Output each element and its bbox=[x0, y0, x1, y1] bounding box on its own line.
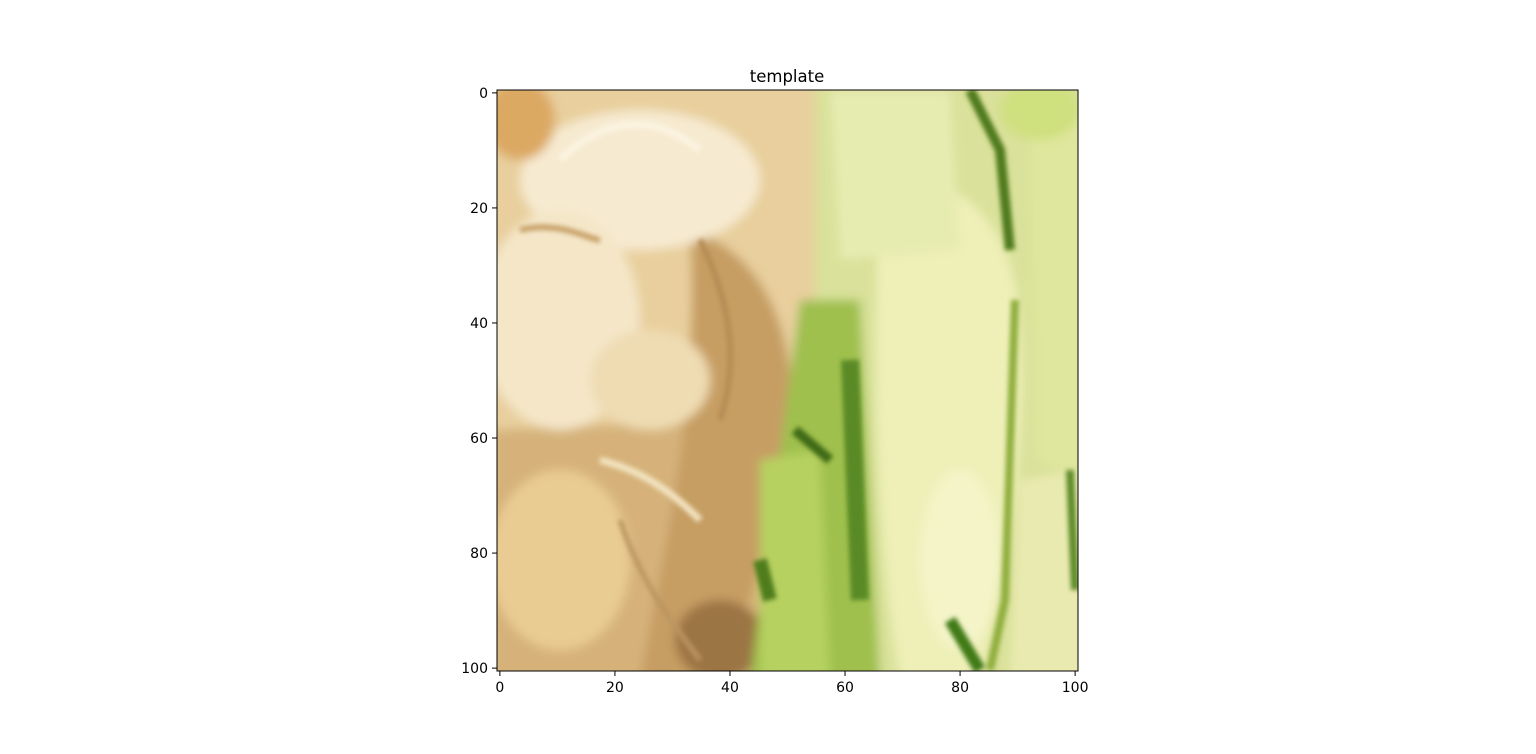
fur-strand bbox=[557, 120, 703, 163]
fur-strand bbox=[617, 519, 703, 662]
leaf-edge-dark bbox=[753, 558, 777, 602]
leaf-right-lower bbox=[1010, 471, 1078, 671]
y-tick-label: 100 bbox=[461, 661, 488, 677]
y-tick-label: 0 bbox=[479, 86, 488, 102]
fur-orange-corner bbox=[497, 90, 555, 160]
fur-shadow-center bbox=[641, 230, 792, 671]
leaf-edge-dark bbox=[944, 616, 986, 671]
y-tick-label: 80 bbox=[470, 546, 488, 562]
heatmap-image bbox=[497, 90, 1078, 671]
leaf-right bbox=[1030, 111, 1078, 478]
fur-highlight-mid bbox=[590, 330, 710, 430]
leaf-highlight-bottom bbox=[920, 470, 1000, 650]
leaf-top-light bbox=[1000, 90, 1078, 140]
fur-strand bbox=[599, 456, 703, 523]
chart-title: template bbox=[750, 67, 824, 86]
x-tick-label: 60 bbox=[836, 680, 854, 696]
stem-left-light bbox=[760, 450, 830, 671]
x-axis: 0 20 40 60 80 100 bbox=[495, 671, 1088, 696]
leaf-edge-dark bbox=[1066, 469, 1078, 591]
x-tick-label: 100 bbox=[1062, 680, 1089, 696]
leaf-upper bbox=[830, 90, 960, 260]
x-tick-label: 40 bbox=[721, 680, 739, 696]
leaf-edge-dark bbox=[841, 359, 869, 601]
x-tick-label: 20 bbox=[606, 680, 624, 696]
x-tick-label: 80 bbox=[951, 680, 969, 696]
y-tick-label: 60 bbox=[470, 431, 488, 447]
leaf-edge-dark bbox=[986, 299, 1019, 671]
fur-dark-bottom bbox=[675, 600, 765, 671]
fur-lower-light bbox=[497, 470, 630, 650]
y-axis: 0 20 40 60 80 100 bbox=[461, 86, 497, 677]
x-tick-label: 0 bbox=[495, 680, 504, 696]
axes-frame bbox=[496, 89, 1079, 672]
y-tick-label: 20 bbox=[470, 201, 488, 217]
leaf-edge-dark bbox=[791, 426, 834, 464]
leaf-edge-dark bbox=[965, 90, 1015, 251]
y-tick-label: 40 bbox=[470, 316, 488, 332]
fur-strand bbox=[519, 224, 601, 243]
fur-strand bbox=[697, 238, 734, 421]
